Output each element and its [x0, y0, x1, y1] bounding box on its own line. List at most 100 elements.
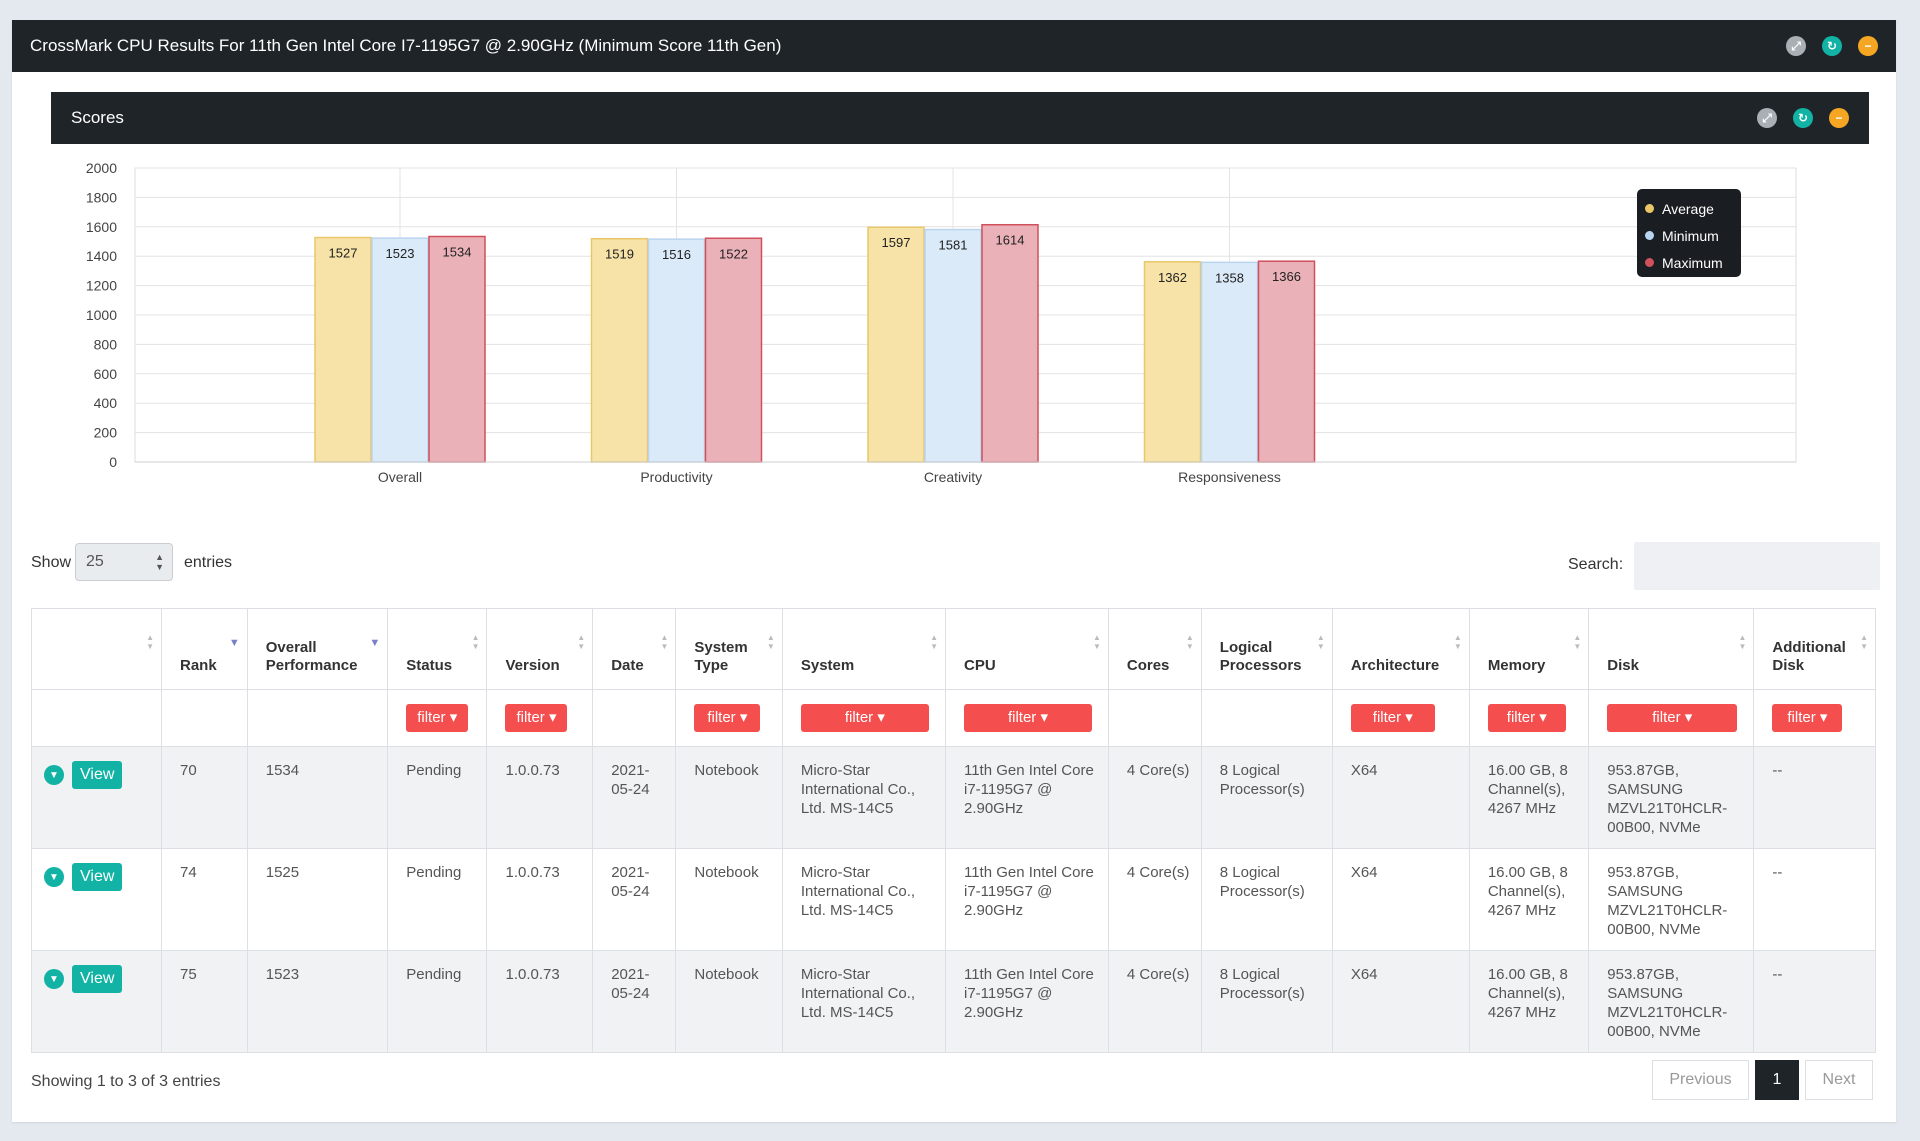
refresh-icon[interactable]: ↻ — [1822, 36, 1842, 56]
column-header-logical[interactable]: Logical Processors ▲ ▼ — [1200, 608, 1333, 690]
expand-icon[interactable]: ⤢ — [1786, 36, 1806, 56]
filter-label: filter — [707, 709, 736, 726]
sort-icon[interactable]: ▲ ▼ — [930, 633, 938, 651]
legend-item-maximum[interactable]: Maximum — [1645, 249, 1741, 276]
column-header-version[interactable]: Version ▲ ▼ — [486, 608, 594, 690]
search-input[interactable] — [1634, 542, 1880, 590]
bar-minimum — [924, 228, 982, 463]
table-row: ▼ View 75 1523 Pending 1.0.0.73 2021-05-24 Note… — [31, 950, 1876, 1053]
filter-button-arch[interactable]: filter ▾ — [1350, 704, 1435, 732]
column-header-system[interactable]: System ▲ ▼ — [781, 608, 946, 690]
legend-item-average[interactable]: Average — [1645, 195, 1741, 222]
sort-icon[interactable]: ▲ ▼ — [1453, 633, 1462, 651]
row-controls-cell: ▼ View — [31, 848, 162, 951]
bar-minimum — [647, 238, 706, 463]
column-header-label: Architecture — [1350, 657, 1440, 674]
column-header-label: Cores — [1126, 657, 1170, 674]
cell-system_type: Notebook — [675, 848, 783, 951]
sort-icon[interactable]: ▲ ▼ — [766, 633, 775, 651]
sort-icon[interactable]: ▲ ▼ — [1316, 633, 1325, 651]
bar-average — [314, 236, 372, 463]
column-header-add_disk[interactable]: Additional Disk ▲ ▼ — [1753, 608, 1876, 690]
sort-desc-icon[interactable]: ▼ — [228, 637, 240, 649]
x-tick-label: Overall — [378, 469, 422, 485]
bar-maximum — [428, 235, 486, 463]
column-header-arch[interactable]: Architecture ▲ ▼ — [1331, 608, 1470, 690]
cell-cores: 4 Core(s) — [1107, 746, 1202, 849]
column-header-system_type[interactable]: System Type ▲ ▼ — [675, 608, 783, 690]
expand-icon[interactable]: ⤢ — [1757, 108, 1777, 128]
cell-date: 2021-05-24 — [592, 848, 677, 951]
page-title: CrossMark CPU Results For 11th Gen Intel… — [30, 36, 782, 55]
chevron-down-icon[interactable]: ▼ — [44, 765, 64, 785]
page-1-button[interactable]: 1 — [1755, 1060, 1799, 1100]
column-header-label: Disk — [1607, 657, 1639, 674]
sort-desc-icon[interactable]: ▼ — [369, 637, 381, 649]
column-header-ctrl[interactable]: ▲ ▼ — [31, 608, 162, 690]
column-header-rank[interactable]: Rank ▼ — [160, 608, 248, 690]
sort-icon[interactable]: ▲ ▼ — [146, 633, 154, 651]
sort-icon[interactable]: ▲ ▼ — [1185, 633, 1194, 651]
next-button[interactable]: Next — [1805, 1060, 1873, 1100]
chevron-down-icon[interactable]: ▼ — [44, 867, 64, 887]
sort-icon[interactable]: ▲ ▼ — [660, 633, 669, 651]
filter-button-version[interactable]: filter ▾ — [505, 704, 568, 732]
filter-button-memory[interactable]: filter ▾ — [1487, 704, 1566, 732]
legend-label: Average — [1662, 200, 1714, 217]
column-header-overall[interactable]: Overall Performance ▼ — [246, 608, 389, 690]
cell-logical: 8 Logical Processor(s) — [1200, 746, 1333, 849]
y-tick-label: 1200 — [86, 278, 117, 294]
cell-system: Micro-Star International Co., Ltd. MS-14… — [781, 746, 946, 849]
filter-cell — [1107, 689, 1202, 747]
filter-button-status[interactable]: filter ▾ — [406, 704, 469, 732]
view-button[interactable]: View — [72, 965, 123, 993]
y-tick-label: 1000 — [86, 307, 117, 323]
sort-icon[interactable]: ▲ ▼ — [1738, 633, 1747, 651]
bar-minimum — [371, 237, 429, 463]
column-header-disk[interactable]: Disk ▲ ▼ — [1588, 608, 1755, 690]
legend-item-minimum[interactable]: Minimum — [1645, 222, 1741, 249]
column-header-cores[interactable]: Cores ▲ ▼ — [1107, 608, 1202, 690]
column-header-cpu[interactable]: CPU ▲ ▼ — [944, 608, 1109, 690]
sort-icon[interactable]: ▲ ▼ — [471, 633, 480, 651]
column-header-label: Additional Disk — [1772, 639, 1846, 674]
column-header-label: Overall Performance — [265, 639, 358, 674]
minimize-icon[interactable]: − — [1829, 108, 1849, 128]
filter-label: filter — [1652, 709, 1681, 726]
data-label: 1519 — [605, 247, 634, 262]
refresh-icon[interactable]: ↻ — [1793, 108, 1813, 128]
cell-cpu: 11th Gen Intel Core i7-1195G7 @ 2.90GHz — [944, 950, 1109, 1053]
view-button[interactable]: View — [72, 863, 123, 891]
previous-button[interactable]: Previous — [1652, 1060, 1749, 1100]
filter-cell: filter ▾ — [387, 689, 488, 747]
row-controls: ▼ View — [32, 761, 151, 789]
filter-button-system_type[interactable]: filter ▾ — [694, 704, 761, 732]
filter-button-system[interactable]: filter ▾ — [800, 704, 929, 732]
filter-cell — [1200, 689, 1333, 747]
filter-button-add_disk[interactable]: filter ▾ — [1772, 704, 1843, 732]
sort-icon[interactable]: ▲ ▼ — [1860, 633, 1868, 651]
data-label: 1362 — [1158, 270, 1187, 285]
column-header-label: Memory — [1487, 657, 1546, 674]
filter-button-cpu[interactable]: filter ▾ — [963, 704, 1092, 732]
cell-add_disk: -- — [1753, 746, 1876, 849]
page-size-select[interactable]: 25 ▲ ▼ — [75, 543, 173, 581]
sort-icon[interactable]: ▲ ▼ — [1092, 633, 1101, 651]
column-header-memory[interactable]: Memory ▲ ▼ — [1468, 608, 1590, 690]
column-header-label: Date — [611, 657, 644, 674]
filter-button-disk[interactable]: filter ▾ — [1607, 704, 1738, 732]
sort-icon[interactable]: ▲ ▼ — [577, 633, 586, 651]
column-header-date[interactable]: Date ▲ ▼ — [592, 608, 677, 690]
column-header-label: CPU — [963, 657, 996, 674]
chevron-down-icon[interactable]: ▼ — [44, 969, 64, 989]
filter-cell — [31, 689, 162, 747]
y-tick-label: 400 — [94, 395, 118, 411]
chart-legend: Average Minimum Maximum — [1637, 189, 1741, 277]
minimize-icon[interactable]: − — [1858, 36, 1878, 56]
bar-average — [590, 237, 649, 463]
column-header-status[interactable]: Status ▲ ▼ — [387, 608, 488, 690]
view-button[interactable]: View — [72, 761, 123, 789]
sort-icon[interactable]: ▲ ▼ — [1573, 633, 1582, 651]
cell-overall: 1523 — [246, 950, 389, 1053]
scores-chart: 0 200 400 600 800 1000 1200 1400 1600 1800 2000 Ove… — [86, 160, 1797, 485]
